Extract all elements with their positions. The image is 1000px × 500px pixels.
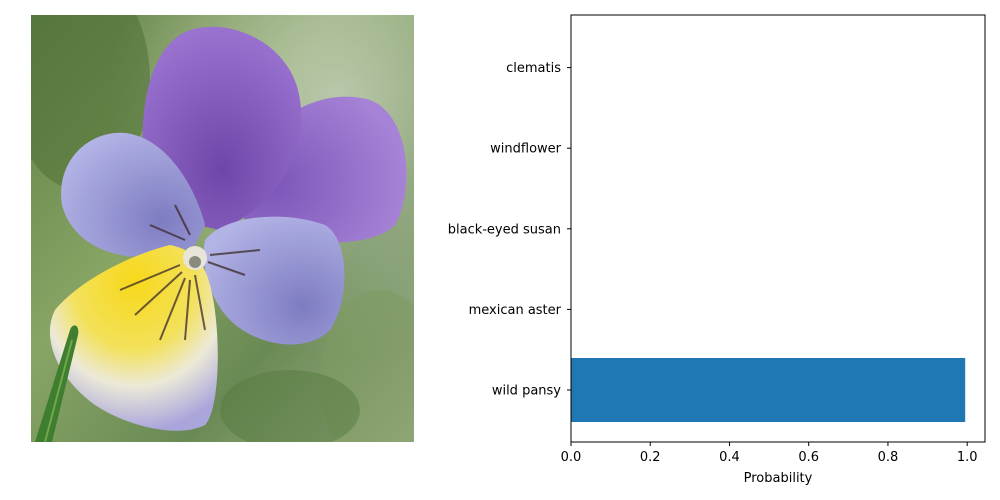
y-tick-label: black-eyed susan xyxy=(448,222,561,237)
y-tick-label: wild pansy xyxy=(492,384,561,399)
y-tick-label: windflower xyxy=(490,142,562,157)
x-tick-label: 0.4 xyxy=(719,450,740,465)
probability-bar-chart: wild pansy mexican aster black-eyed susan w… xyxy=(448,14,986,486)
bar-wild-pansy xyxy=(571,358,966,422)
x-tick-label: 0.0 xyxy=(561,450,582,465)
y-tick-label: clematis xyxy=(506,61,561,76)
y-axis: wild pansy mexican aster black-eyed susan w… xyxy=(448,61,571,399)
x-tick-label: 0.2 xyxy=(640,450,661,465)
bars-group xyxy=(571,358,966,422)
x-axis-label: Probability xyxy=(744,471,813,486)
flower-photo xyxy=(31,15,414,442)
x-tick-label: 1.0 xyxy=(957,450,978,465)
x-axis: 0.0 0.2 0.4 0.6 0.8 1.0 xyxy=(561,442,978,465)
y-tick-label: mexican aster xyxy=(469,303,562,318)
x-tick-label: 0.6 xyxy=(798,450,819,465)
x-tick-label: 0.8 xyxy=(878,450,899,465)
